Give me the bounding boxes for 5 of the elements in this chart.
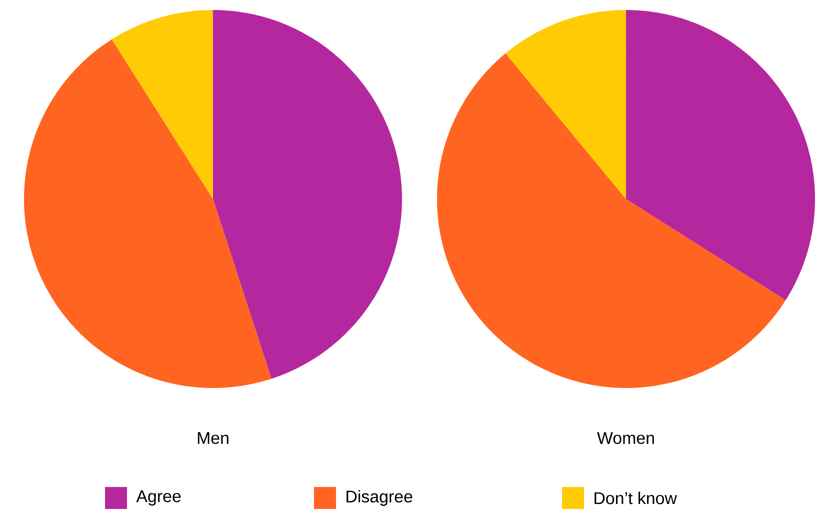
- legend-label: Don’t know: [594, 492, 677, 504]
- text: Men: [198, 432, 228, 444]
- legend-label: Agree: [136, 490, 181, 506]
- text: Women: [597, 432, 654, 444]
- legend-label: Disagree: [346, 490, 412, 506]
